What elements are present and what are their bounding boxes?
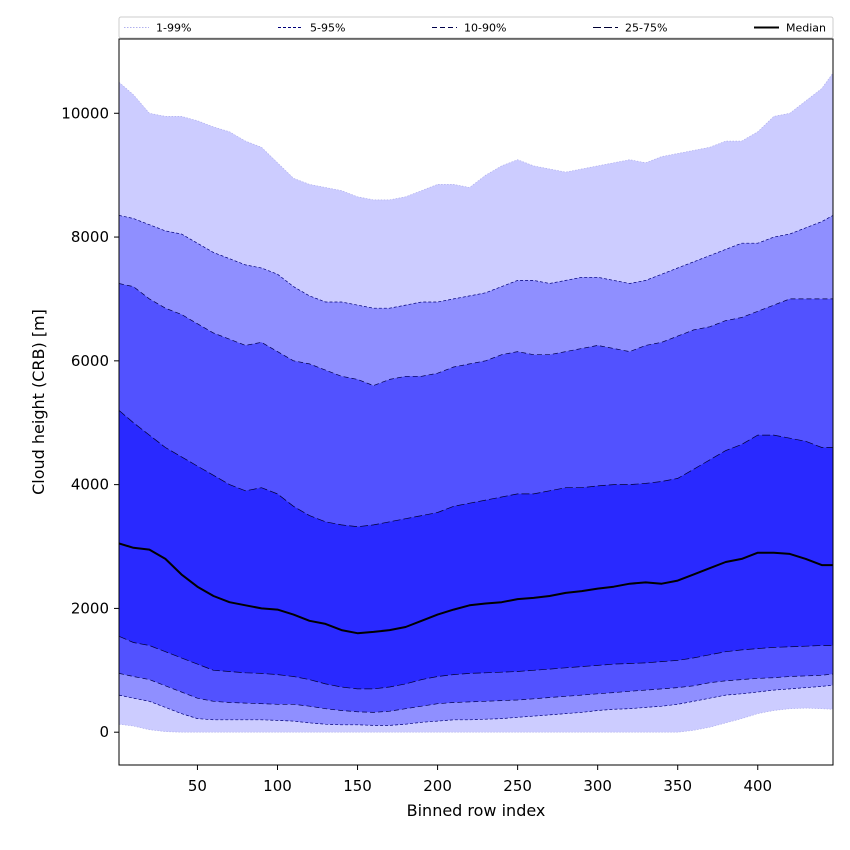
x-tick-label: 50 bbox=[188, 777, 207, 795]
legend-items: 1-99% 5-95% 10-90% 25-75% Median bbox=[124, 22, 826, 35]
band-25-75%-lower-line bbox=[118, 635, 833, 690]
series-layer bbox=[118, 542, 833, 635]
legend-box bbox=[118, 16, 834, 39]
y-tick-label: 2000 bbox=[71, 599, 109, 617]
legend-label: 25-75% bbox=[625, 22, 667, 35]
x-tick-label: 100 bbox=[263, 777, 292, 795]
x-tick-label: 250 bbox=[503, 777, 532, 795]
series-median-line bbox=[118, 542, 833, 635]
x-tick-label: 350 bbox=[663, 777, 692, 795]
band-5-95%-upper-line bbox=[118, 215, 834, 309]
band-1-99%-lower-line bbox=[118, 707, 834, 733]
band-5-95%-lower-line bbox=[118, 684, 834, 726]
band-10-90%-upper-line bbox=[118, 283, 833, 386]
y-axis-label: Cloud height (CRB) [m] bbox=[29, 309, 48, 495]
x-tick-label: 300 bbox=[583, 777, 612, 795]
x-axis-ticks: 50 100 150 200 250 300 350 400 bbox=[188, 765, 772, 795]
x-tick-label: 150 bbox=[343, 777, 372, 795]
legend-label: Median bbox=[786, 22, 826, 35]
legend: 1-99% 5-95% 10-90% 25-75% Median bbox=[118, 16, 834, 39]
band-1-99%-upper-line bbox=[118, 72, 834, 201]
band-25-75% bbox=[119, 410, 833, 689]
y-axis-ticks: 0 2000 4000 6000 8000 10000 bbox=[61, 104, 119, 741]
x-axis-label: Binned row index bbox=[407, 801, 546, 820]
y-tick-label: 6000 bbox=[71, 352, 109, 370]
y-tick-label: 4000 bbox=[71, 476, 109, 494]
plot-frame bbox=[118, 38, 834, 766]
y-tick-label: 0 bbox=[99, 723, 109, 741]
legend-label: 1-99% bbox=[156, 22, 191, 35]
band-edges-layer bbox=[118, 72, 834, 733]
y-tick-label: 10000 bbox=[61, 104, 109, 122]
band-10-90%-lower-line bbox=[118, 673, 834, 713]
y-tick-label: 8000 bbox=[71, 228, 109, 246]
band-25-75%-upper-line bbox=[118, 410, 833, 528]
x-tick-label: 200 bbox=[423, 777, 452, 795]
legend-label: 10-90% bbox=[464, 22, 506, 35]
legend-label: 5-95% bbox=[310, 22, 345, 35]
bands-layer bbox=[119, 73, 833, 733]
x-tick-label: 400 bbox=[743, 777, 772, 795]
